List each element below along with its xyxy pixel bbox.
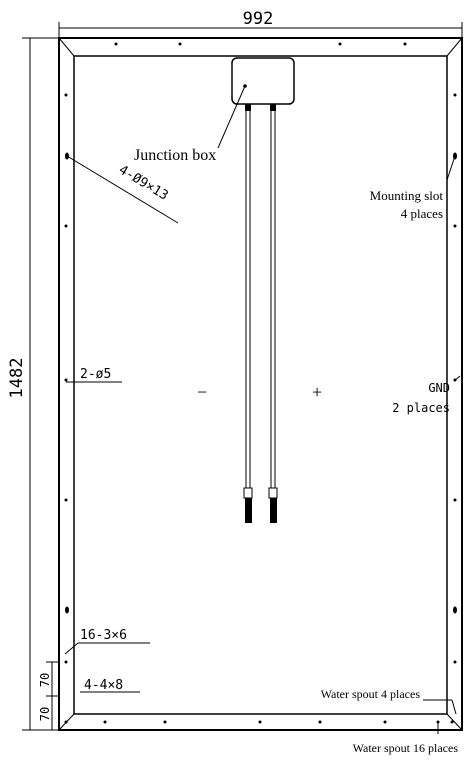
positive-connector: [268, 487, 278, 523]
mounting-hole-callout: 4-Ø9×13: [66, 155, 179, 224]
bottom-rail-holes: [64, 720, 454, 724]
mounting-slot-label: Mounting slot: [370, 188, 444, 203]
width-label: 992: [243, 9, 274, 29]
hole-spec-2: 2-ø5: [80, 367, 111, 382]
water-spout-4-label: Water spout 4 places: [321, 687, 421, 701]
spec-16-callout: 16-3×6: [64, 628, 150, 655]
plus-symbol: +: [312, 382, 322, 402]
water-spout-16-label: Water spout 16 places: [353, 741, 459, 755]
spacing-dimension: 70 70: [38, 661, 58, 730]
spacing-label-a: 70: [38, 673, 52, 687]
spec-16-label: 16-3×6: [80, 628, 127, 643]
width-dimension: 992: [58, 9, 463, 40]
height-dimension: 1482: [7, 37, 58, 731]
negative-connector: [243, 487, 253, 523]
spacing-label-b: 70: [38, 707, 52, 721]
gnd-label: GND: [428, 381, 450, 395]
gnd-places: 2 places: [392, 401, 450, 415]
height-label: 1482: [7, 358, 27, 399]
mounting-hole-spec: 4-Ø9×13: [116, 163, 171, 204]
minus-symbol: −: [197, 382, 207, 402]
mounting-slot-places: 4 places: [401, 206, 443, 221]
left-rail-holes: [64, 93, 69, 664]
cables: [245, 111, 276, 488]
junction-box: [231, 57, 295, 111]
top-rail-holes: [114, 42, 407, 46]
junction-box-label: Junction box: [134, 147, 216, 164]
spec-4-label: 4-4×8: [84, 678, 123, 693]
panel-frame: [58, 37, 463, 731]
spec-4-callout: 4-4×8: [80, 678, 140, 693]
